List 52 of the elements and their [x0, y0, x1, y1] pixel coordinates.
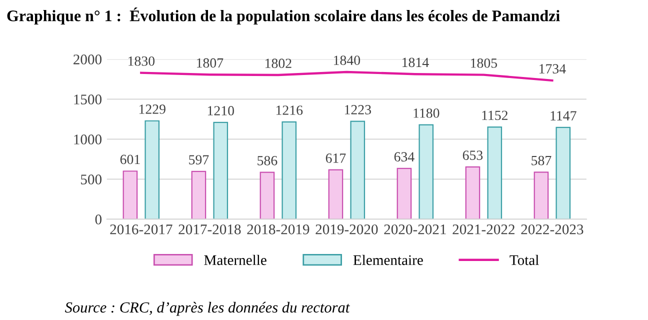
data-label: 1229 — [139, 104, 166, 114]
x-tick-label: 2021-2022 — [452, 224, 514, 234]
data-label: 586 — [258, 156, 278, 166]
data-label: 1840 — [334, 56, 360, 66]
bar — [328, 169, 344, 220]
x-tick-label: 2019-2020 — [316, 224, 378, 234]
data-label: 587 — [532, 156, 552, 166]
data-label: 601 — [120, 154, 140, 164]
bar — [282, 121, 297, 220]
y-tick-label: 1000 — [74, 134, 102, 144]
bar — [487, 126, 502, 220]
data-label: 1814 — [402, 58, 429, 68]
data-label: 1807 — [197, 58, 224, 68]
bar — [465, 166, 480, 220]
data-label: 1830 — [128, 56, 155, 66]
x-tick-label: 2016-2017 — [110, 224, 172, 234]
legend-label: Maternelle — [204, 254, 266, 266]
bar — [260, 172, 275, 220]
y-tick-label: 2000 — [74, 54, 102, 64]
bar — [534, 172, 549, 220]
y-tick-label: 1500 — [74, 94, 102, 104]
data-label: 1734 — [540, 64, 566, 74]
data-label: 1152 — [482, 110, 508, 120]
x-tick-label: 2020-2021 — [384, 224, 446, 234]
data-label: 1210 — [208, 106, 234, 116]
data-label: 1802 — [266, 58, 292, 68]
chart-title: Graphique n° 1 : Évolution de la population scolaire dans les écoles de Pamandzi — [7, 7, 560, 25]
bar — [191, 170, 206, 220]
bar — [556, 126, 571, 220]
bar — [122, 170, 138, 220]
data-label: 1805 — [471, 58, 498, 68]
x-tick-label: 2017-2018 — [178, 224, 241, 234]
bar — [144, 120, 160, 220]
data-label: 1147 — [550, 111, 576, 120]
bar — [418, 124, 434, 220]
x-tick-label: 2018-2019 — [247, 224, 310, 234]
data-label: 1216 — [276, 106, 303, 115]
data-label: 653 — [462, 150, 483, 160]
y-tick-label: 500 — [81, 174, 102, 184]
data-label: 597 — [189, 155, 209, 164]
legend-label: Elementaire — [353, 254, 423, 266]
legend-label: Total — [510, 254, 539, 266]
y-tick-label: 0 — [95, 214, 102, 224]
data-label: 1180 — [414, 108, 440, 118]
source-note: Source : CRC, d’après les données du rectorat — [64, 302, 350, 316]
x-tick-label: 2022-2023 — [521, 224, 584, 234]
data-label: 1223 — [344, 105, 371, 114]
bar — [396, 168, 412, 220]
data-label: 634 — [394, 152, 414, 162]
bar — [350, 120, 366, 220]
bar — [213, 122, 228, 220]
data-label: 617 — [326, 154, 346, 163]
